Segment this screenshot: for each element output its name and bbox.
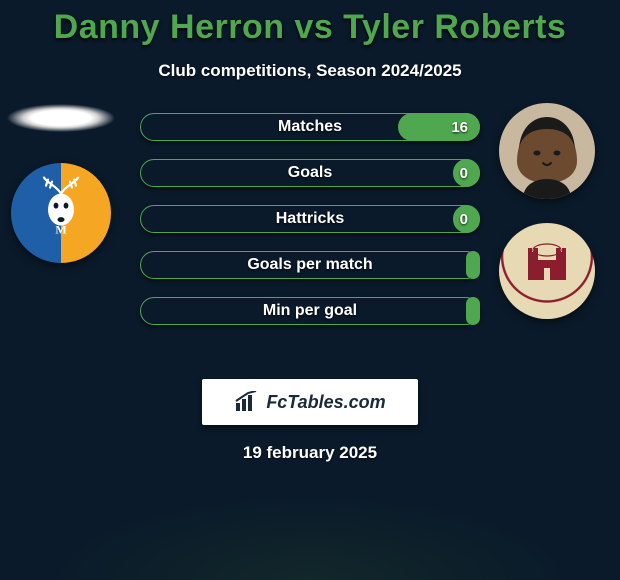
bar-label: Hattricks [140, 205, 480, 233]
stat-bar: Matches16 [140, 113, 480, 141]
logo-text: FcTables.com [266, 392, 385, 413]
stat-bars: Matches16Goals0Hattricks0Goals per match… [140, 113, 480, 325]
left-player-silhouette [7, 103, 115, 133]
chart-icon [234, 391, 260, 413]
left-club-badge: M [11, 163, 111, 263]
stat-bar: Hattricks0 [140, 205, 480, 233]
svg-text:M: M [55, 223, 66, 237]
fctables-logo: FcTables.com [202, 379, 418, 425]
page-title: Danny Herron vs Tyler Roberts [0, 0, 620, 47]
bar-value-right: 16 [451, 113, 468, 141]
bar-label: Min per goal [140, 297, 480, 325]
bar-value-right: 0 [460, 159, 468, 187]
stat-bar: Goals0 [140, 159, 480, 187]
bar-label: Goals per match [140, 251, 480, 279]
bar-label: Goals [140, 159, 480, 187]
right-player-column [492, 103, 602, 319]
date-label: 19 february 2025 [0, 443, 620, 463]
stat-bar: Goals per match [140, 251, 480, 279]
subtitle: Club competitions, Season 2024/2025 [0, 61, 620, 81]
left-player-column: M [6, 103, 116, 263]
right-club-badge [499, 223, 595, 319]
bar-label: Matches [140, 113, 480, 141]
stag-icon: M [34, 176, 88, 244]
castle-icon [522, 238, 572, 284]
player-portrait-icon [499, 103, 595, 199]
stat-bar: Min per goal [140, 297, 480, 325]
bar-value-right: 0 [460, 205, 468, 233]
comparison-stage: M [0, 113, 620, 373]
right-player-photo [499, 103, 595, 199]
